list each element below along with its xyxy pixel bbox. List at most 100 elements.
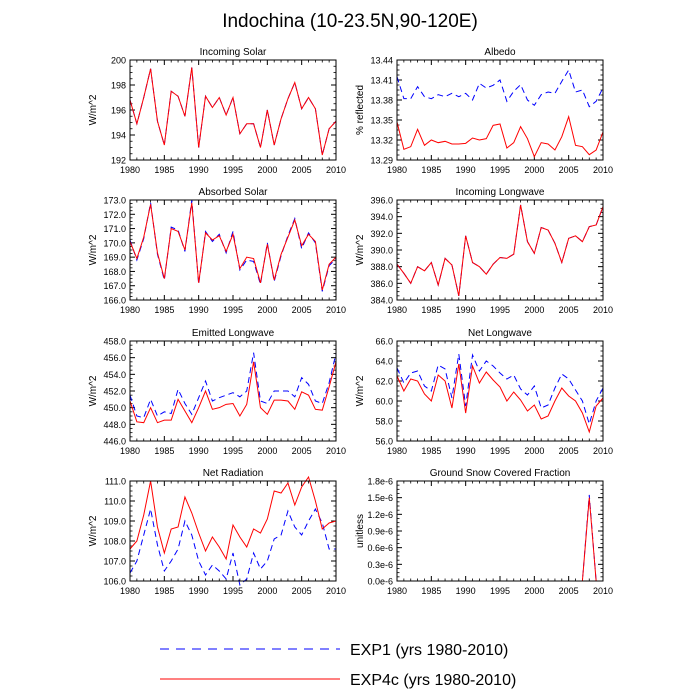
x-tick-label: 2000 (257, 305, 277, 315)
x-tick-label: 1995 (223, 586, 243, 596)
y-tick-label: 456.0 (103, 353, 126, 363)
chart-panel: Incoming Solar W/m^2 1980 1985 1990 1995 2000 2… (88, 47, 346, 175)
plot-frame (396, 340, 604, 442)
x-tick-label: 1995 (490, 586, 510, 596)
x-tick-label: 2005 (559, 305, 579, 315)
x-tick-label: 2010 (593, 165, 613, 175)
panel-title: Absorbed Solar (199, 187, 269, 198)
x-tick-label: 1995 (490, 305, 510, 315)
x-tick-label: 1980 (120, 586, 140, 596)
y-tick-label: 392.0 (370, 229, 393, 239)
y-tick-label: 388.0 (370, 262, 393, 272)
y-tick-label: 111.0 (105, 477, 126, 487)
x-tick-label: 1990 (456, 305, 476, 315)
y-tick-label: 172.0 (103, 210, 126, 220)
panel-title: Net Radiation (203, 468, 264, 479)
x-tick-label: 1995 (223, 165, 243, 175)
x-tick-label: 2005 (559, 586, 579, 596)
y-axis-label: W/m^2 (88, 515, 99, 546)
y-tick-label: 1.2e-6 (367, 510, 393, 520)
chart-panel: Emitted Longwave W/m^2 1980 1985 1990 1995 200… (88, 328, 346, 456)
panel-title: Net Longwave (468, 328, 532, 339)
y-tick-label: 13.41 (370, 76, 393, 86)
panels: Incoming Solar W/m^2 1980 1985 1990 1995 2000 2… (88, 47, 613, 596)
chart-panel: Net Radiation W/m^2 1980 1985 1990 1995 2000 20… (88, 468, 346, 596)
legend-label: EXP4c (yrs 1980-2010) (350, 672, 516, 689)
y-tick-label: 396.0 (370, 196, 393, 206)
y-axis-label: % reflected (355, 85, 366, 135)
series-line-exp1 (129, 199, 337, 292)
x-tick-label: 1980 (387, 586, 407, 596)
x-tick-label: 1995 (223, 446, 243, 456)
x-tick-label: 2000 (257, 446, 277, 456)
x-tick-label: 2010 (326, 305, 346, 315)
x-tick-label: 2000 (524, 305, 544, 315)
x-tick-label: 1985 (154, 305, 174, 315)
plot-frame (129, 199, 337, 301)
y-tick-label: 454.0 (103, 370, 126, 380)
x-tick-label: 2010 (326, 165, 346, 175)
x-tick-label: 1990 (189, 446, 209, 456)
series-line-exp4c (129, 67, 337, 156)
x-tick-label: 1980 (120, 165, 140, 175)
y-tick-label: 169.0 (103, 253, 126, 263)
x-tick-label: 2005 (292, 586, 312, 596)
x-tick-label: 1990 (456, 586, 476, 596)
y-tick-label: 1.8e-6 (367, 477, 393, 487)
x-tick-label: 2010 (326, 446, 346, 456)
panel-title: Ground Snow Covered Fraction (430, 468, 571, 479)
y-tick-label: 13.35 (370, 116, 393, 126)
figure-title: Indochina (10-23.5N,90-120E) (222, 11, 478, 32)
x-tick-label: 1980 (387, 165, 407, 175)
x-tick-label: 1980 (387, 446, 407, 456)
y-tick-label: 386.0 (370, 279, 393, 289)
x-tick-label: 1990 (189, 586, 209, 596)
x-tick-label: 2010 (593, 586, 613, 596)
series-line-exp4c (396, 204, 604, 296)
y-tick-label: 196 (111, 106, 126, 116)
y-tick-label: 173.0 (103, 196, 126, 206)
y-axis-label: W/m^2 (88, 375, 99, 406)
x-tick-label: 2005 (292, 305, 312, 315)
series-line-exp4c (396, 363, 604, 434)
y-tick-label: 13.29 (370, 156, 393, 166)
x-tick-label: 2010 (593, 305, 613, 315)
series-line-exp1 (397, 494, 603, 582)
x-tick-label: 1995 (490, 165, 510, 175)
y-tick-label: 446.0 (103, 437, 126, 447)
x-tick-label: 2000 (257, 586, 277, 596)
x-tick-label: 1990 (456, 165, 476, 175)
x-tick-label: 1995 (223, 305, 243, 315)
plot-frame (129, 480, 337, 582)
y-tick-label: 198 (111, 81, 126, 91)
y-tick-label: 108.0 (103, 537, 126, 547)
y-tick-label: 167.0 (103, 281, 126, 291)
y-tick-label: 170.0 (103, 238, 126, 248)
y-tick-label: 384.0 (370, 296, 393, 306)
x-tick-label: 1985 (154, 446, 174, 456)
y-tick-label: 390.0 (370, 246, 393, 256)
plot-frame (129, 59, 337, 161)
x-tick-label: 1980 (120, 446, 140, 456)
x-tick-label: 2010 (593, 446, 613, 456)
y-tick-label: 194 (111, 131, 126, 141)
x-tick-label: 1990 (189, 305, 209, 315)
x-tick-label: 1985 (154, 165, 174, 175)
y-tick-label: 0.9e-6 (367, 527, 393, 537)
x-tick-label: 1985 (421, 586, 441, 596)
y-tick-label: 168.0 (103, 267, 126, 277)
series-line-exp1 (129, 352, 337, 419)
x-tick-label: 2010 (326, 586, 346, 596)
y-tick-label: 60.0 (375, 397, 393, 407)
y-tick-label: 448.0 (103, 420, 126, 430)
y-tick-label: 0.6e-6 (367, 543, 393, 553)
y-tick-label: 0.3e-6 (367, 560, 393, 570)
panel-title: Emitted Longwave (192, 328, 275, 339)
y-axis-label: unitless (355, 514, 366, 548)
y-tick-label: 200 (111, 56, 126, 66)
x-tick-label: 2000 (257, 165, 277, 175)
chart-panel: Net Longwave W/m^2 1980 1985 1990 1995 2000 200… (355, 328, 613, 456)
panel-title: Incoming Longwave (456, 187, 545, 198)
series-line-exp4c (129, 361, 337, 424)
